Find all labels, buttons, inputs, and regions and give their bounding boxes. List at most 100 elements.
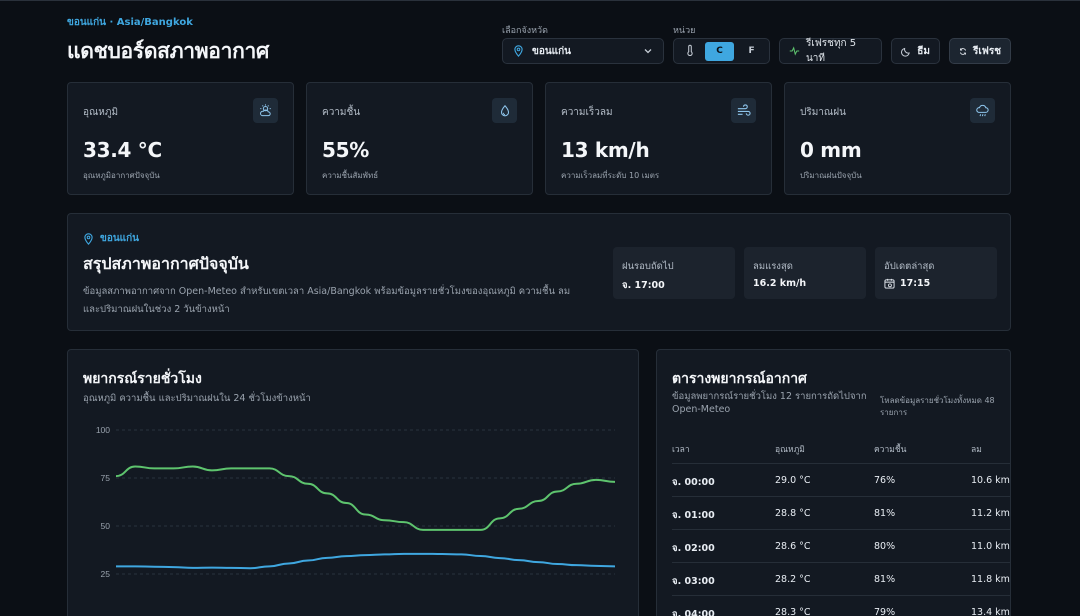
cell-time: จ. 00:00 <box>672 477 715 488</box>
page-title: แดชบอร์ดสภาพอากาศ <box>67 39 270 63</box>
last-updated-box: อัปเดตล่าสุด 17:15 <box>875 247 997 299</box>
table-header: เวลา อุณหภูมิ ความชื้น ลม <box>672 442 1010 464</box>
hourly-chart: 100 75 50 25 <box>96 425 616 579</box>
table-title: ตารางพยากรณ์อากาศ <box>672 371 807 387</box>
chevron-down-icon <box>644 49 652 54</box>
cell-wind: 10.6 km/h <box>971 475 1010 486</box>
refresh-interval-label: รีเฟรชทุก 5 นาที <box>805 38 857 64</box>
max-wind-label: ลมแรงสุด <box>753 261 793 272</box>
cell-temperature: 28.6 °C <box>775 541 811 552</box>
cell-time: จ. 04:00 <box>672 609 715 616</box>
unit-toggle: C F <box>673 38 770 64</box>
summary-location-text: ขอนแก่น <box>100 233 140 244</box>
cell-humidity: 81% <box>874 508 896 519</box>
stat-card-wind: ความเร็วลม 13 km/h ความเร็วลมที่ระดับ 10… <box>545 82 772 195</box>
unit-fahrenheit-button[interactable]: F <box>748 46 755 56</box>
current-summary-panel: ขอนแก่น สรุปสภาพอากาศปัจจุบัน ข้อมูลสภาพ… <box>67 213 1011 331</box>
unit-celsius-button[interactable]: C <box>705 41 735 61</box>
cell-wind: 11.8 km/h <box>971 574 1010 585</box>
table-row: จ. 02:00 28.6 °C 80% 11.0 km/h <box>672 529 1010 562</box>
col-header-wind: ลม <box>971 445 982 455</box>
stat-value: 33.4 °C <box>83 138 162 162</box>
calendar-clock-icon <box>884 278 895 289</box>
theme-button[interactable]: ธีม <box>891 38 940 64</box>
cell-time: จ. 01:00 <box>672 510 715 521</box>
cell-temperature: 29.0 °C <box>775 475 811 486</box>
unit-label: หน่วย <box>673 26 696 36</box>
last-updated-row: 17:15 <box>884 278 930 289</box>
stat-sub: ปริมาณฝนปัจจุบัน <box>800 171 862 180</box>
stat-sub: อุณหภูมิอากาศปัจจุบัน <box>83 171 160 180</box>
col-header-temperature: อุณหภูมิ <box>775 445 805 455</box>
table-subtitle: ข้อมูลพยากรณ์รายชั่วโมง 12 รายการถัดไปจา… <box>672 391 867 415</box>
cell-humidity: 80% <box>874 541 896 552</box>
thermometer-icon <box>677 44 702 59</box>
rain-cloud-icon <box>970 98 995 123</box>
cell-time: จ. 03:00 <box>672 576 715 587</box>
next-rain-label: ฝนรอบถัดไป <box>622 261 674 272</box>
chart-title: พยากรณ์รายชั่วโมง <box>83 371 202 387</box>
province-value: ขอนแก่น <box>532 45 572 57</box>
stat-value: 55% <box>322 138 369 162</box>
cell-temperature: 28.3 °C <box>775 607 811 616</box>
cell-humidity: 81% <box>874 574 896 585</box>
hourly-forecast-chart-card: พยากรณ์รายชั่วโมง อุณหภูมิ ความชื้น และป… <box>67 349 639 616</box>
y-tick-label: 75 <box>101 473 111 483</box>
max-wind-value: 16.2 km/h <box>753 278 807 289</box>
refresh-icon <box>959 47 967 55</box>
droplet-icon <box>492 98 517 123</box>
table-row: จ. 03:00 28.2 °C 81% 11.8 km/h <box>672 562 1010 595</box>
temperature-line <box>116 552 616 570</box>
location-timezone: ขอนแก่น · Asia/Bangkok <box>67 17 193 28</box>
table-note: โหลดข้อมูลรายชั่วโมงทั้งหมด 48 รายการ <box>880 396 995 417</box>
table-row: จ. 00:00 29.0 °C 76% 10.6 km/h <box>672 463 1010 496</box>
next-rain-value: จ. 17:00 <box>622 280 665 291</box>
refresh-button[interactable]: รีเฟรช <box>949 38 1011 64</box>
summary-description: ข้อมูลสภาพอากาศจาก Open-Meteo สำหรับเขตเ… <box>83 286 571 315</box>
cell-wind: 13.4 km/h <box>971 607 1010 616</box>
province-select[interactable]: ขอนแก่น <box>502 38 664 64</box>
stat-sub: ความเร็วลมที่ระดับ 10 เมตร <box>561 171 660 180</box>
cell-temperature: 28.8 °C <box>775 508 811 519</box>
table-row: จ. 01:00 28.8 °C 81% 11.2 km/h <box>672 496 1010 529</box>
next-rain-box: ฝนรอบถัดไป จ. 17:00 <box>613 247 735 299</box>
humidity-line <box>115 465 616 531</box>
stat-value: 0 mm <box>800 138 862 162</box>
y-tick-label: 50 <box>101 521 111 531</box>
col-header-time: เวลา <box>672 445 690 455</box>
summary-location: ขอนแก่น <box>83 231 139 246</box>
cell-wind: 11.2 km/h <box>971 508 1010 519</box>
moon-icon <box>901 47 910 57</box>
summary-title: สรุปสภาพอากาศปัจจุบัน <box>83 254 249 273</box>
chart-subtitle: อุณหภูมิ ความชื้น และปริมาณฝนใน 24 ชั่วโ… <box>83 393 311 404</box>
stat-label: ความเร็วลม <box>561 107 613 118</box>
cell-temperature: 28.2 °C <box>775 574 811 585</box>
stat-label: ความชื้น <box>322 107 361 118</box>
stat-card-temperature: อุณหภูมิ 33.4 °C อุณหภูมิอากาศปัจจุบัน <box>67 82 294 195</box>
refresh-label: รีเฟรช <box>972 45 1001 57</box>
forecast-table-card: ตารางพยากรณ์อากาศ ข้อมูลพยากรณ์รายชั่วโม… <box>656 349 1011 616</box>
province-label: เลือกจังหวัด <box>502 26 548 36</box>
stat-card-humidity: ความชื้น 55% ความชื้นสัมพัทธ์ <box>306 82 533 195</box>
stat-value: 13 km/h <box>561 138 650 162</box>
stat-card-rain: ปริมาณฝน 0 mm ปริมาณฝนปัจจุบัน <box>784 82 1011 195</box>
theme-label: ธีม <box>917 45 930 57</box>
cell-humidity: 76% <box>874 475 896 486</box>
cell-wind: 11.0 km/h <box>971 541 1010 552</box>
sun-cloud-icon <box>253 98 278 123</box>
map-pin-icon <box>514 45 523 57</box>
refresh-interval-button[interactable]: รีเฟรชทุก 5 นาที <box>779 38 882 64</box>
last-updated-label: อัปเดตล่าสุด <box>884 261 935 272</box>
wind-icon <box>731 98 756 123</box>
stat-label: ปริมาณฝน <box>800 107 846 118</box>
stat-label: อุณหภูมิ <box>83 107 119 118</box>
y-tick-label: 25 <box>101 569 111 579</box>
cell-humidity: 79% <box>874 607 896 616</box>
table-row: จ. 04:00 28.3 °C 79% 13.4 km/h <box>672 595 1010 616</box>
cell-time: จ. 02:00 <box>672 543 715 554</box>
activity-icon <box>789 46 800 56</box>
map-pin-icon <box>84 232 93 245</box>
max-wind-box: ลมแรงสุด 16.2 km/h <box>744 247 866 299</box>
col-header-humidity: ความชื้น <box>874 445 907 455</box>
last-updated-value: 17:15 <box>900 278 931 289</box>
